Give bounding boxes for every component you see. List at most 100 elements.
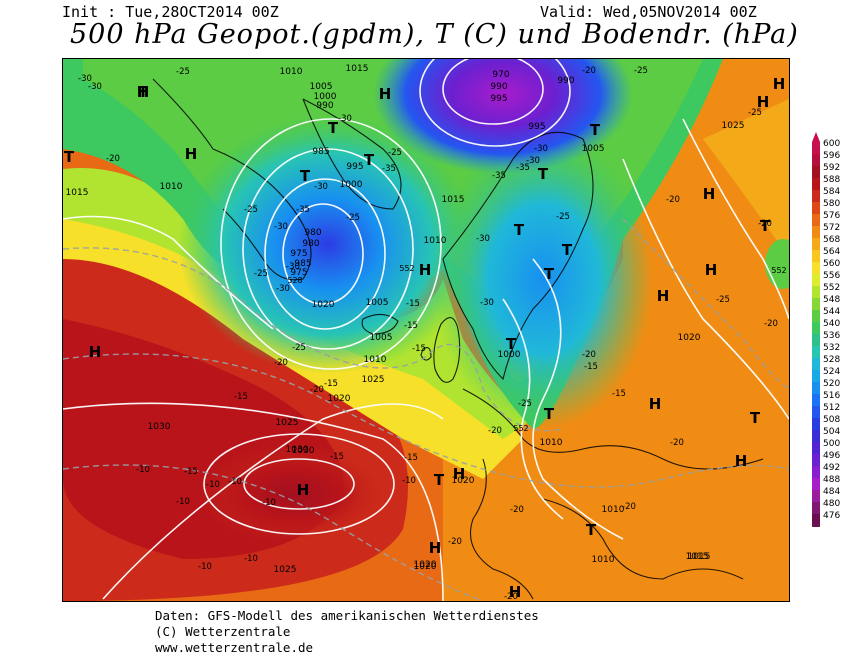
temp-label: -20	[488, 426, 502, 436]
pressure-label: 1030	[286, 445, 309, 455]
low-marker: T	[364, 151, 375, 169]
high-marker: H	[703, 185, 716, 203]
high-marker: H	[185, 145, 198, 163]
legend-swatch	[812, 190, 820, 202]
temp-label: -20	[504, 592, 518, 601]
footer-source: Daten: GFS-Modell des amerikanischen Wet…	[155, 608, 539, 623]
temp-label: -25	[346, 213, 360, 223]
pressure-label: 1025	[362, 375, 385, 385]
pressure-label: 970	[492, 70, 509, 80]
legend-swatch	[812, 454, 820, 466]
pressure-label: 1015	[66, 188, 89, 198]
pressure-label: 1020	[328, 394, 351, 404]
legend-swatch	[812, 334, 820, 346]
legend-arrow-bottom	[812, 526, 820, 536]
temp-label: -20	[670, 438, 684, 448]
legend-swatch	[812, 490, 820, 502]
temp-label: -20	[106, 154, 120, 164]
low-marker: T	[544, 405, 555, 423]
temp-label: -25	[254, 269, 268, 279]
legend-swatch	[812, 466, 820, 478]
geopotential-lines	[63, 218, 789, 601]
low-marker: T	[138, 83, 149, 101]
temp-label: -25	[292, 343, 306, 353]
temp-label: -15	[404, 321, 418, 331]
temp-label: -20	[310, 385, 324, 395]
field-low-arctic	[373, 59, 633, 174]
legend-swatch	[812, 514, 820, 526]
pressure-label: 985	[312, 147, 329, 157]
temp-label: -30	[534, 144, 548, 154]
legend-label: 572	[823, 223, 840, 233]
pressure-label: 1020	[678, 333, 701, 343]
legend-label: 584	[823, 187, 840, 197]
temp-label: -10	[228, 477, 242, 487]
pressure-label: 1015	[688, 552, 711, 562]
high-marker: H	[649, 395, 662, 413]
weather-map: 1010 1015 1005 1000 990 985 980 975 970 …	[62, 58, 790, 602]
legend-label: 596	[823, 151, 840, 161]
legend-swatch	[812, 322, 820, 334]
legend-swatch	[812, 238, 820, 250]
low-marker: T	[760, 217, 771, 235]
pressure-label: 1025	[274, 565, 297, 575]
low-marker: T	[590, 121, 601, 139]
pressure-label: 995	[490, 94, 507, 104]
pressure-label: 1030	[148, 422, 171, 432]
map-title: 500 hPa Geopot.(gpdm), T (C) und Bodendr…	[70, 19, 799, 50]
temp-label: -10	[176, 497, 190, 507]
gpdm-labels: 552 528 552 552	[287, 264, 786, 433]
temp-label: -15	[584, 362, 598, 372]
pressure-label: 975	[290, 249, 307, 259]
temp-label: -10	[206, 480, 220, 490]
temp-label: -30	[78, 74, 92, 84]
temp-label: -35	[382, 164, 396, 174]
low-markers: T T T T T T T T T T T T T T T T	[64, 83, 771, 539]
temperature-labels: -25 -30 -20 -30 -25 -35 -30 -30 -25 -30 …	[78, 66, 778, 601]
legend-label: 512	[823, 403, 840, 413]
high-marker: H	[735, 452, 748, 470]
legend-label: 508	[823, 415, 840, 425]
pressure-label: 1010	[280, 67, 303, 77]
temp-label: -20	[510, 505, 524, 515]
legend-swatch	[812, 286, 820, 298]
pressure-label: 1010	[540, 438, 563, 448]
pressure-label: 990	[490, 82, 507, 92]
temp-label: -15	[406, 299, 420, 309]
temp-label: -15	[404, 453, 418, 463]
legend-label: 496	[823, 451, 840, 461]
legend-swatch	[812, 202, 820, 214]
legend-label: 556	[823, 271, 840, 281]
pressure-label: 1005	[370, 333, 393, 343]
pressure-label: 985	[294, 259, 311, 269]
pressure-label: 1020	[414, 560, 437, 570]
legend-label: 524	[823, 367, 840, 377]
pressure-label: 1005	[310, 82, 333, 92]
temp-label: -20	[758, 219, 772, 229]
coast-britain	[420, 317, 461, 383]
temp-label: -10	[198, 562, 212, 572]
high-marker: H	[773, 75, 786, 93]
pressure-labels: 1010 1015 1005 1000 990 985 980 975 970 …	[66, 64, 745, 575]
legend-label: 488	[823, 475, 840, 485]
legend-swatch	[812, 154, 820, 166]
high-marker: H	[509, 583, 522, 601]
legend-swatch	[812, 310, 820, 322]
temp-label: -20	[274, 358, 288, 368]
low-marker: T	[514, 221, 525, 239]
pressure-label: 1020	[414, 562, 437, 572]
low-marker: T	[750, 409, 761, 427]
legend-swatch	[812, 478, 820, 490]
legend-label: 536	[823, 331, 840, 341]
temp-label: -25	[244, 205, 258, 215]
high-marker: H	[757, 93, 770, 111]
temp-label: -30	[526, 156, 540, 166]
temp-label: -25	[716, 295, 730, 305]
pressure-label: 1010	[424, 236, 447, 246]
pressure-label: 995	[528, 122, 545, 132]
gpdm-label: 528	[287, 276, 302, 285]
legend-swatch	[812, 178, 820, 190]
pressure-label: 1020	[312, 300, 335, 310]
low-marker: T	[300, 167, 311, 185]
legend-label: 548	[823, 295, 840, 305]
